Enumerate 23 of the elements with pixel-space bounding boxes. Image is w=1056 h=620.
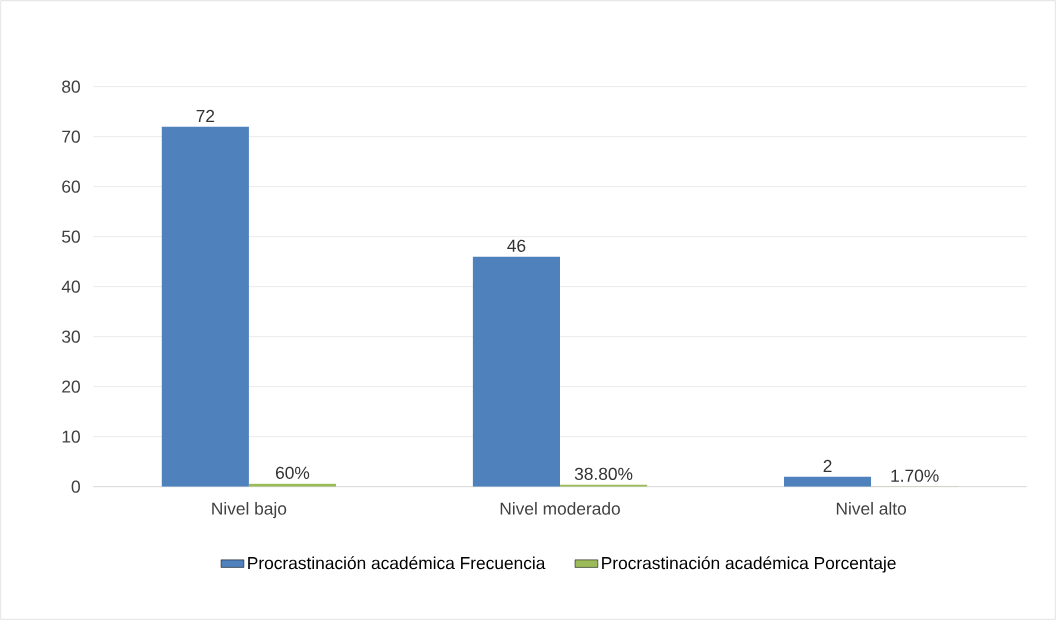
y-tick-label: 30 [62, 330, 80, 343]
data-label: 60% [275, 466, 310, 479]
data-label: 1.70% [891, 469, 939, 482]
y-tick-label: 70 [62, 130, 80, 143]
data-label: 72 [196, 109, 215, 122]
x-tick-label: Nivel moderado [500, 502, 620, 515]
y-tick-label: 0 [71, 480, 80, 493]
y-tick-label: 60 [62, 180, 80, 193]
data-label: 46 [507, 239, 526, 252]
y-tick-label: 80 [62, 80, 80, 93]
legend-label: Procrastinación académica Porcentaje [602, 556, 896, 573]
data-label: 2 [823, 459, 832, 472]
y-tick-label: 10 [62, 430, 80, 443]
bar [784, 476, 872, 487]
y-tick-label: 20 [62, 380, 80, 393]
bar [472, 256, 560, 487]
y-tick-label: 40 [61, 280, 80, 293]
y-tick-label: 50 [62, 230, 80, 243]
data-label: 38.80% [574, 467, 633, 480]
bar [161, 126, 249, 487]
x-tick-label: Nivel alto [836, 502, 906, 515]
x-tick-label: Nivel bajo [212, 502, 287, 519]
legend-label: Procrastinación académica Frecuencia [248, 556, 546, 570]
